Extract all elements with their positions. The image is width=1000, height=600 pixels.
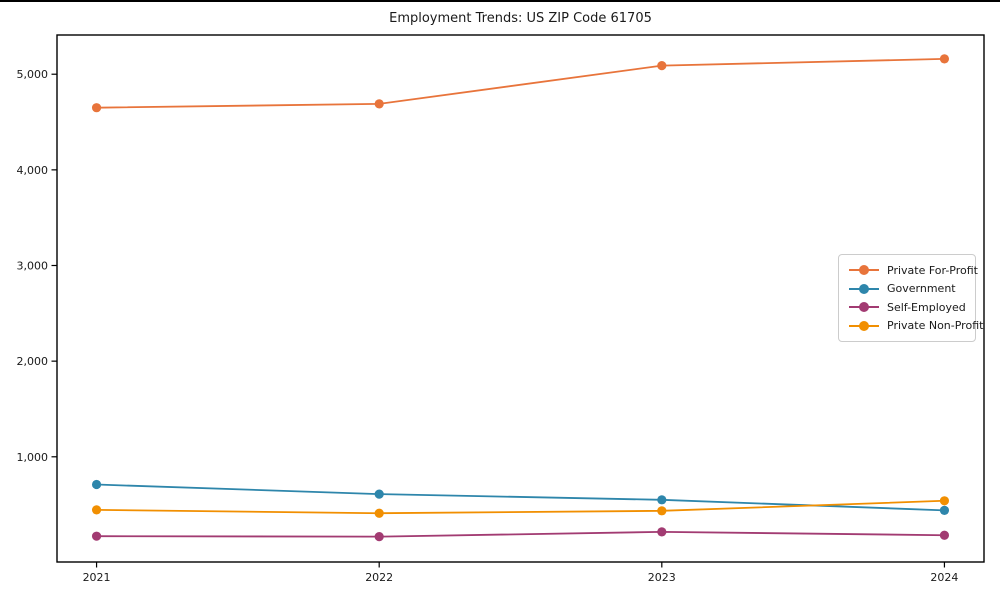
data-point-self-employed xyxy=(939,530,950,540)
legend-label: Private Non-Profit xyxy=(887,319,984,333)
series-line-private-non-profit xyxy=(95,499,946,515)
data-point-private-non-profit xyxy=(657,506,667,516)
legend-item: Government xyxy=(849,280,967,299)
legend-item: Private For-Profit xyxy=(849,261,978,280)
chart-title: Employment Trends: US ZIP Code 61705 xyxy=(389,11,652,26)
data-point-self-employed xyxy=(657,527,667,537)
legend-dot-icon xyxy=(859,265,869,276)
legend-dot-icon xyxy=(859,302,869,313)
data-point-government xyxy=(939,505,950,515)
window-top-border xyxy=(0,0,1000,2)
data-point-private-for-profit xyxy=(939,54,950,64)
series-line-private-for-profit xyxy=(95,58,946,109)
x-tick-label: 2021 xyxy=(83,571,111,584)
y-tick-label: 1,000 xyxy=(17,451,49,464)
x-tick-label: 2022 xyxy=(365,571,393,584)
data-point-government xyxy=(91,479,102,490)
legend-marker-icon xyxy=(849,302,879,313)
y-tick-label: 4,000 xyxy=(17,164,49,177)
legend-label: Self-Employed xyxy=(887,300,966,314)
x-tick-label: 2023 xyxy=(648,571,676,584)
data-point-private-for-profit xyxy=(91,103,102,113)
data-point-private-for-profit xyxy=(374,99,384,109)
y-tick-label: 5,000 xyxy=(17,68,49,81)
data-point-government xyxy=(657,495,667,505)
legend-dot-icon xyxy=(859,320,869,331)
legend-marker-icon xyxy=(849,265,879,276)
legend-marker-icon xyxy=(849,283,879,294)
y-tick-label: 3,000 xyxy=(17,260,49,273)
y-tick-label: 2,000 xyxy=(17,355,49,368)
legend-marker-icon xyxy=(849,320,879,331)
data-point-private-non-profit xyxy=(91,505,102,515)
legend-item: Self-Employed xyxy=(849,298,967,317)
legend-label: Private For-Profit xyxy=(887,263,978,277)
data-point-government xyxy=(374,489,384,499)
chart-legend: Private For-Profit Government Self-Employe… xyxy=(838,254,983,342)
data-point-self-employed xyxy=(374,532,384,542)
series-line-self-employed xyxy=(95,530,946,538)
data-point-self-employed xyxy=(91,531,102,541)
plot-frame xyxy=(56,34,985,563)
data-point-private-non-profit xyxy=(939,496,950,506)
data-point-private-for-profit xyxy=(657,61,667,71)
legend-label: Government xyxy=(887,282,956,296)
series-line-government xyxy=(95,483,946,512)
data-point-private-non-profit xyxy=(374,508,384,518)
legend-item: Private Non-Profit xyxy=(849,317,983,336)
legend-dot-icon xyxy=(859,283,869,294)
x-tick-label: 2024 xyxy=(930,571,958,584)
